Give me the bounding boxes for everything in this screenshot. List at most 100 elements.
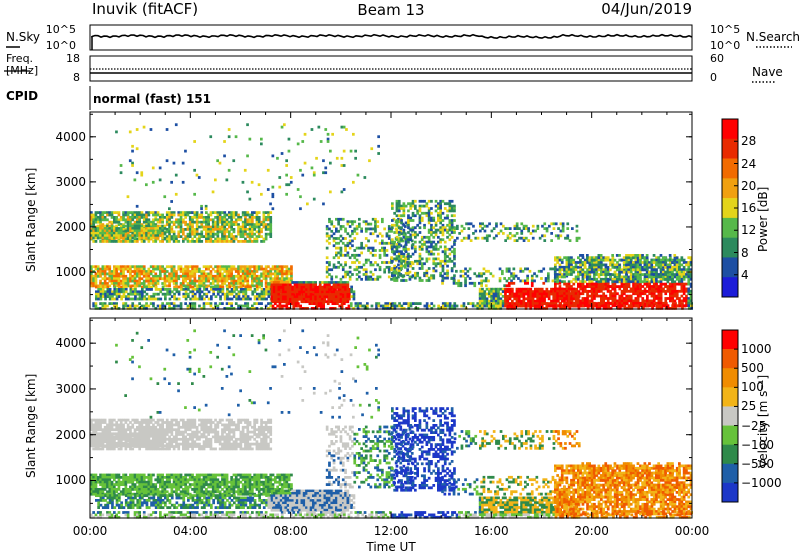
power-cell — [269, 277, 273, 281]
power-cell — [209, 213, 213, 217]
power-cell — [483, 224, 487, 228]
power-cell — [659, 289, 663, 293]
power-cell — [460, 224, 464, 228]
power-cell — [302, 288, 306, 292]
power-cell — [166, 292, 169, 296]
power-cell — [301, 307, 305, 310]
power-cell — [432, 240, 436, 244]
power-cell — [385, 234, 389, 238]
power-cell — [188, 277, 192, 281]
power-cell — [437, 247, 440, 251]
power-cell — [345, 307, 348, 310]
power-cell — [131, 211, 135, 214]
power-cell — [397, 267, 401, 270]
power-cell — [420, 257, 424, 261]
power-cell — [218, 230, 222, 234]
power-cell — [131, 265, 135, 269]
power-cell — [339, 263, 343, 267]
power-cell — [101, 304, 105, 308]
power-cell — [330, 275, 334, 279]
power-cell — [290, 265, 293, 269]
power-cell — [364, 229, 368, 233]
power-cell — [101, 231, 105, 235]
power-cell — [186, 282, 190, 285]
power-cell — [650, 285, 654, 288]
power-cell — [110, 240, 114, 243]
power-cell — [531, 236, 535, 240]
power-cell — [286, 283, 290, 287]
power-cell — [205, 285, 209, 289]
power-cell — [200, 270, 204, 273]
power-cell — [446, 235, 449, 239]
power-cell — [430, 216, 433, 220]
power-cell — [332, 232, 336, 236]
power-cell — [586, 258, 589, 262]
power-cell — [427, 228, 431, 232]
power-cell — [142, 307, 146, 310]
power-cell — [556, 297, 559, 300]
power-cell — [119, 224, 123, 228]
power-cell — [441, 211, 445, 215]
power-cell — [282, 300, 285, 304]
power-cell — [358, 217, 361, 221]
power-cell — [453, 231, 456, 234]
power-cell — [395, 245, 399, 249]
power-cell — [195, 213, 199, 217]
power-cell — [108, 224, 112, 228]
power-cell — [133, 265, 137, 269]
power-cell — [547, 292, 551, 296]
power-cell — [667, 307, 670, 310]
power-cell — [515, 290, 519, 293]
power-cell — [632, 301, 635, 305]
power-cell — [257, 218, 261, 222]
power-cell — [124, 285, 128, 289]
power-cell — [228, 270, 231, 273]
power-cell — [131, 227, 135, 230]
power-cell — [404, 204, 408, 208]
power-cell — [175, 220, 178, 224]
power-cell — [195, 237, 199, 241]
power-cell — [127, 297, 130, 301]
power-cell — [251, 277, 254, 281]
power-cell — [239, 235, 243, 238]
power-cell — [625, 270, 628, 274]
power-cell — [604, 265, 608, 269]
power-cell — [322, 304, 325, 308]
power-cell — [439, 221, 442, 225]
power-cell — [512, 281, 516, 285]
power-cell — [602, 263, 605, 267]
power-cell — [161, 277, 164, 281]
power-cell — [588, 304, 592, 308]
power-cell — [643, 287, 647, 291]
power-cell — [366, 304, 369, 308]
power-cell — [430, 219, 433, 222]
power-cell — [564, 236, 567, 240]
power-cell — [618, 294, 622, 298]
power-cell — [478, 299, 482, 303]
power-cell — [450, 269, 454, 273]
power-cell — [560, 294, 564, 298]
power-cell — [570, 299, 574, 303]
power-cell — [99, 231, 102, 235]
power-cell — [577, 282, 580, 286]
power-cell — [529, 292, 533, 296]
power-cell — [439, 219, 442, 222]
power-cell — [542, 281, 546, 285]
power-cell — [129, 304, 132, 308]
power-cell — [418, 255, 422, 258]
power-cell — [481, 307, 484, 310]
power-cell — [478, 274, 481, 278]
power-cell — [409, 238, 413, 242]
power-cell — [393, 271, 396, 275]
power-cell — [385, 261, 389, 264]
power-cell — [159, 213, 162, 217]
power-cell — [101, 282, 105, 285]
power-cell — [244, 237, 247, 241]
power-cell — [378, 268, 382, 272]
power-cell — [527, 292, 530, 296]
power-cell — [636, 270, 640, 274]
power-cell — [205, 240, 208, 243]
power-cell — [262, 211, 266, 214]
power-cell — [448, 252, 452, 256]
power-cell — [411, 243, 415, 246]
